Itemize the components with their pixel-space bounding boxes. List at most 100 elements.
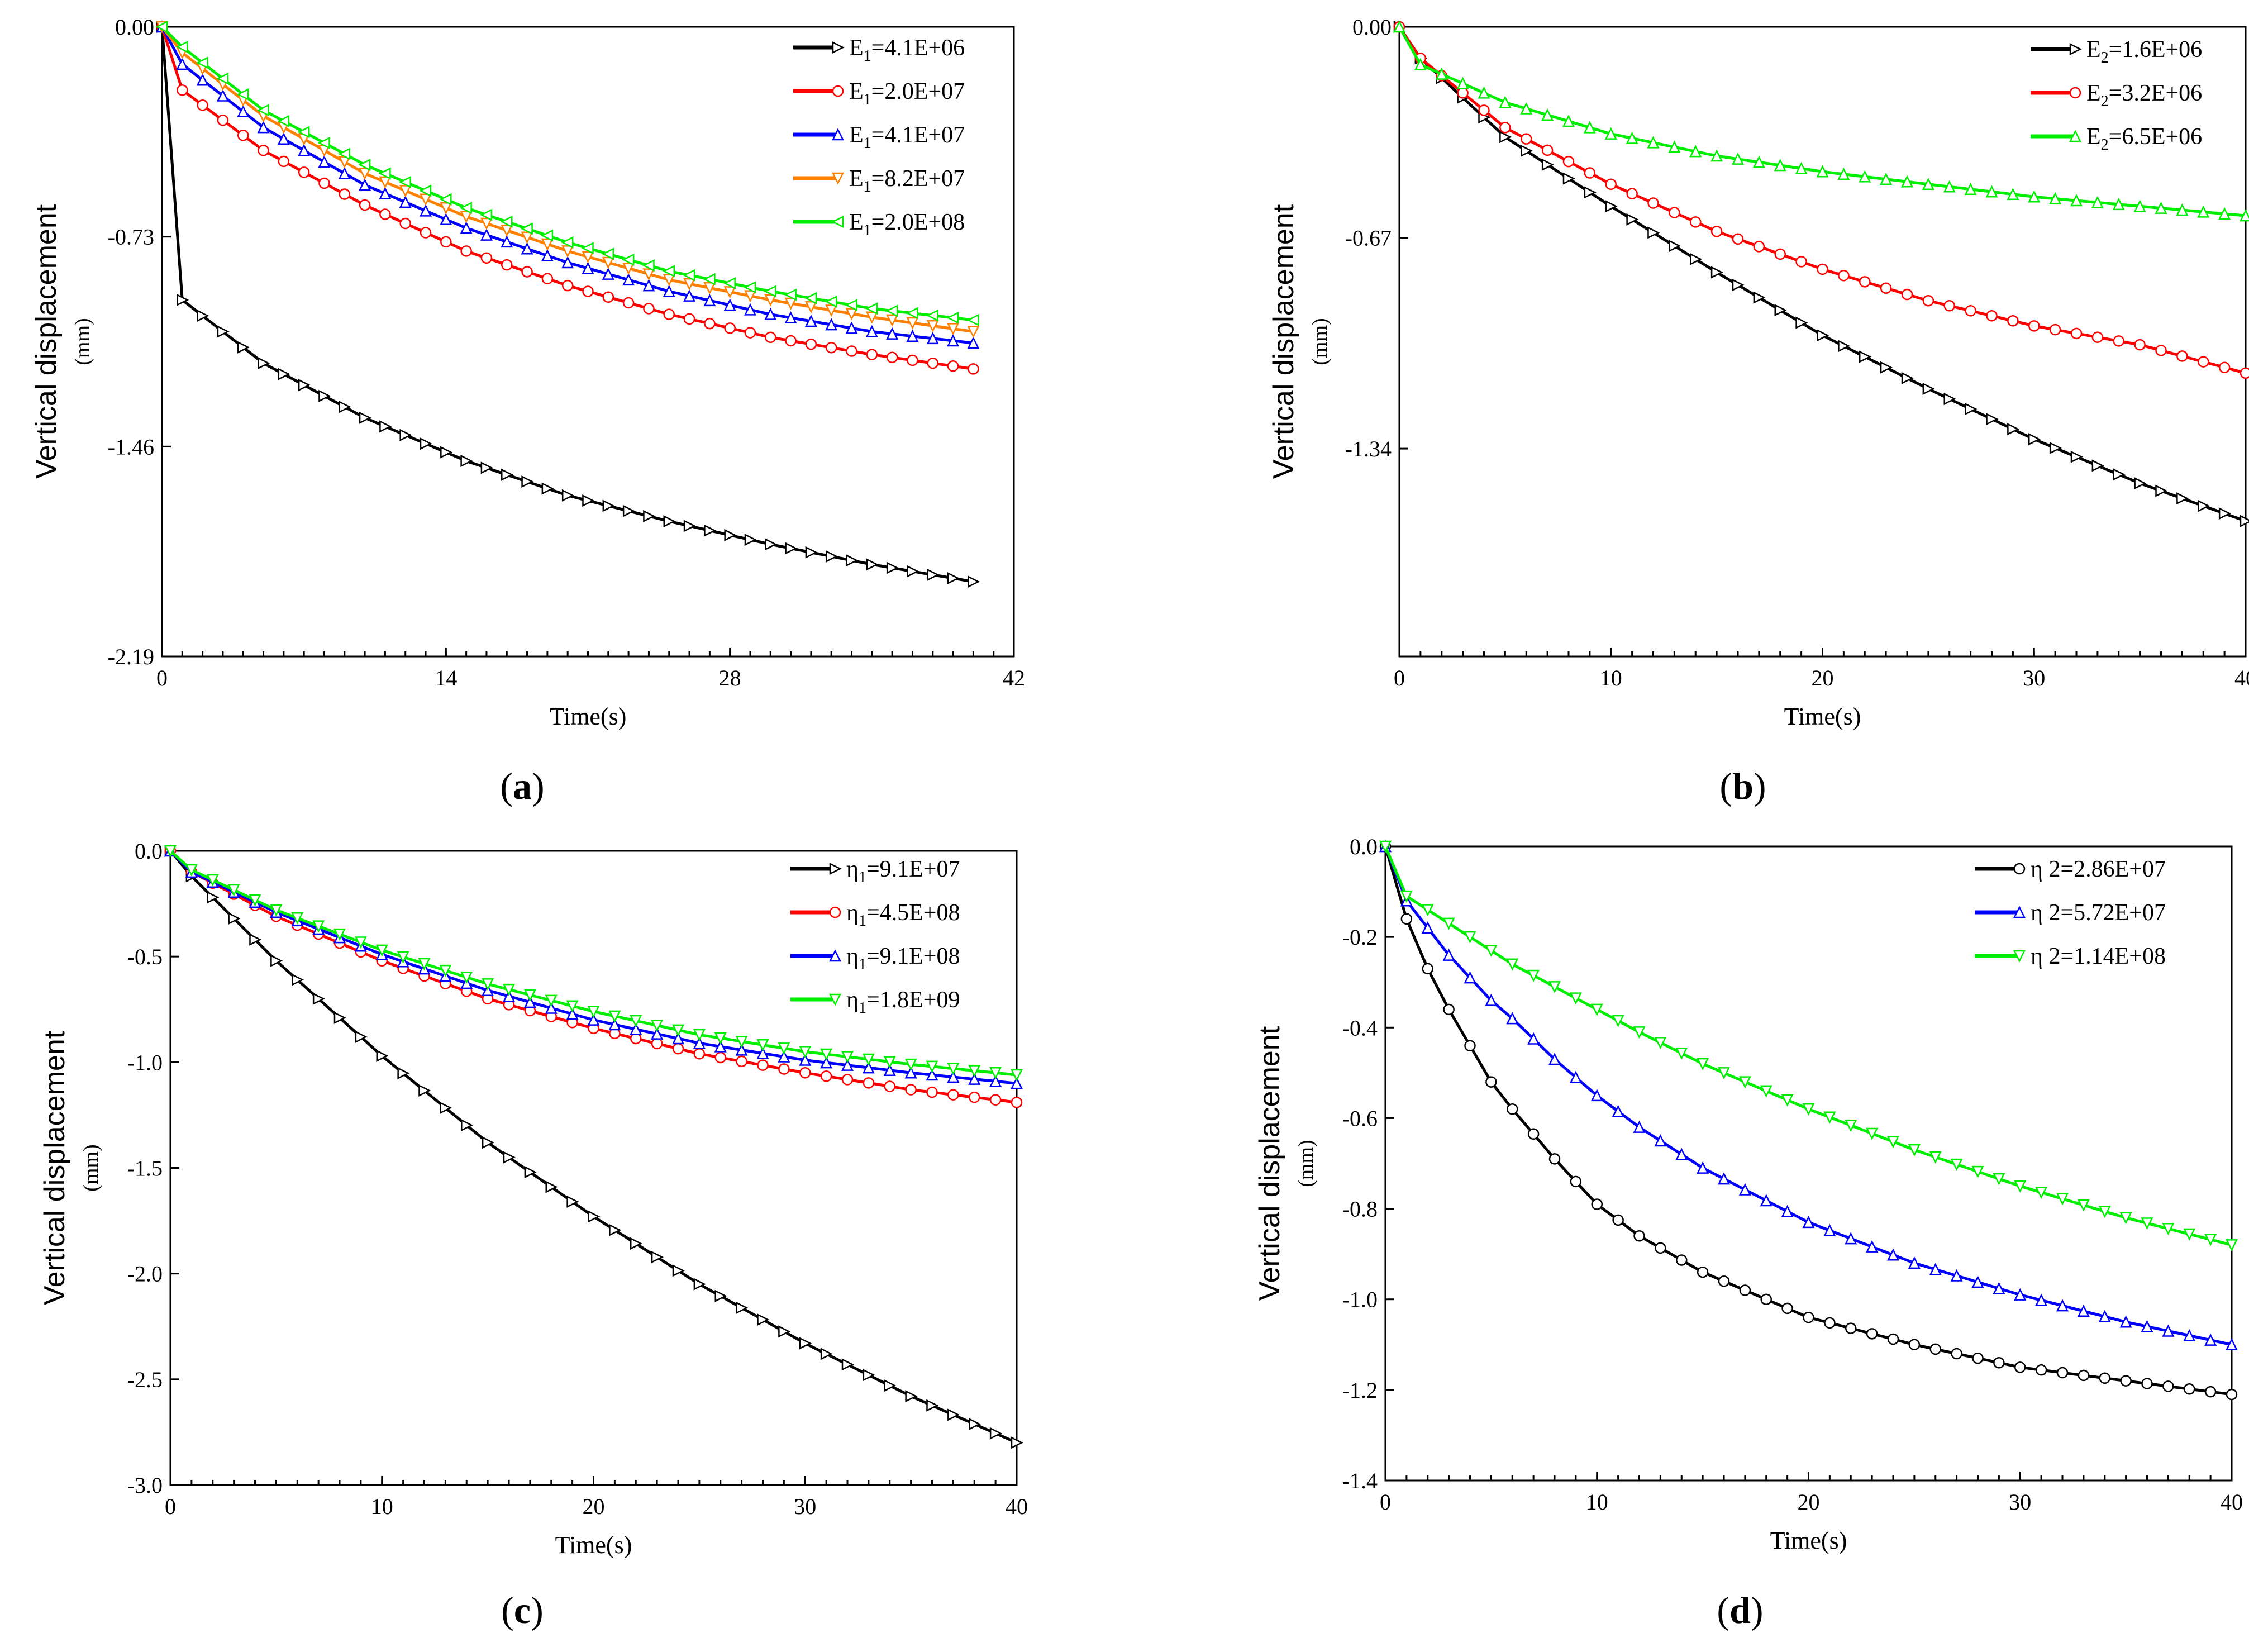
data-point — [642, 268, 655, 281]
data-point — [1499, 96, 1512, 108]
legend-label: E1=8.2E+07 — [849, 166, 965, 196]
legend-label-suffix: =4.1E+07 — [871, 122, 965, 148]
data-point — [1710, 149, 1723, 162]
data-point — [2078, 1369, 2090, 1382]
data-point — [693, 1029, 706, 1041]
data-point — [886, 561, 899, 574]
x-tick-label: 20 — [1798, 1489, 1820, 1515]
data-point — [480, 228, 493, 241]
legend-label-prefix: E — [2086, 124, 2101, 150]
data-point — [683, 278, 696, 291]
data-point — [2162, 1222, 2175, 1236]
data-point — [904, 1066, 917, 1079]
data-point — [337, 147, 351, 160]
y-tick-label: 0.00 — [1352, 15, 1392, 40]
data-point — [2141, 1217, 2153, 1230]
data-point — [1010, 1077, 1023, 1089]
y-axis-label: Vertical displacement — [39, 1030, 71, 1305]
data-point — [866, 349, 878, 360]
data-point — [825, 295, 837, 308]
data-point — [228, 912, 241, 925]
series-b-2 — [1393, 20, 2249, 222]
panel-caption: (c) — [501, 1589, 544, 1631]
data-point — [2119, 1315, 2132, 1328]
legend-label-prefix: η — [846, 944, 859, 969]
series-d-1 — [1379, 840, 2238, 1351]
data-point — [703, 294, 716, 307]
data-point — [1421, 921, 1434, 934]
data-point — [1880, 282, 1892, 294]
data-point — [1922, 294, 1934, 307]
data-point — [883, 1056, 896, 1069]
y-tick-label: -1.46 — [108, 434, 154, 459]
data-point — [1464, 1040, 1476, 1051]
data-point — [297, 126, 310, 139]
data-point — [1781, 1205, 1794, 1217]
chart-panel-b: 0 10 20 30 40 0.00 -0.67 -1.34 Time(s) Vertical d… — [1268, 15, 2249, 807]
data-point — [1583, 121, 1596, 134]
data-point — [778, 1063, 790, 1075]
data-point — [886, 327, 899, 340]
data-point — [947, 334, 960, 347]
data-point — [820, 1056, 833, 1069]
y-axis-label: Vertical displacement — [30, 204, 63, 479]
data-point — [1414, 58, 1427, 70]
data-point — [278, 368, 290, 380]
y-tick-label: -0.8 — [1342, 1197, 1378, 1222]
data-point — [1718, 1275, 1730, 1287]
data-point — [1690, 253, 1703, 265]
data-point — [845, 321, 858, 334]
data-point — [1506, 958, 1519, 971]
caption-open: ( — [1717, 1589, 1729, 1631]
data-point — [1612, 1214, 1624, 1226]
series-line — [169, 850, 1017, 1444]
data-point — [355, 1030, 368, 1043]
legend-label: η1=1.8E+09 — [846, 987, 960, 1017]
data-point — [841, 1074, 854, 1086]
y-tick-label: -2.19 — [108, 644, 154, 669]
caption-open: ( — [501, 1589, 514, 1631]
y-tick-label: -0.4 — [1342, 1015, 1378, 1040]
data-point — [820, 1048, 833, 1061]
data-point — [1816, 165, 1829, 178]
legend-entry: E1=8.2E+07 — [793, 166, 965, 196]
data-point — [2098, 1206, 2111, 1218]
data-point — [1922, 177, 1934, 190]
data-point — [778, 1042, 790, 1055]
data-point — [989, 1427, 1002, 1440]
data-point — [312, 920, 325, 933]
data-point — [865, 325, 878, 337]
caption-close: ) — [1751, 1589, 1764, 1631]
chart-panel-d: 0 10 20 30 40 0.0 -0.2 -0.4 -0.6 -0.8 -1.0 -1.2 -1.4… — [1254, 834, 2243, 1631]
data-point — [339, 188, 351, 200]
data-point — [1838, 269, 1850, 282]
data-point — [1971, 1275, 1984, 1288]
data-point — [1562, 115, 1575, 127]
legend-label-prefix: η — [846, 900, 859, 926]
data-point — [884, 1080, 895, 1092]
data-point — [1929, 1151, 1942, 1164]
data-point — [1886, 1248, 1900, 1261]
data-point — [927, 357, 939, 369]
x-tick-label: 42 — [1003, 665, 1025, 691]
data-point — [926, 1399, 939, 1412]
data-point — [318, 389, 331, 402]
data-point — [663, 308, 675, 320]
legend-label-prefix: η 2=2.86E+07 — [2031, 856, 2166, 882]
data-point — [521, 242, 533, 255]
data-point — [419, 184, 432, 197]
legend-label: η 2=2.86E+07 — [2031, 856, 2166, 882]
legend-label-prefix: E — [849, 122, 864, 148]
data-point — [185, 864, 198, 877]
data-point — [1633, 1230, 1645, 1242]
data-point — [399, 185, 412, 198]
data-point — [1697, 1266, 1709, 1278]
data-point — [399, 429, 412, 441]
legend-marker — [831, 128, 845, 141]
data-point — [501, 468, 514, 481]
data-point — [501, 259, 513, 271]
data-point — [1752, 155, 1765, 168]
data-point — [1485, 993, 1498, 1006]
legend-marker — [832, 41, 845, 54]
data-point — [1421, 904, 1434, 917]
